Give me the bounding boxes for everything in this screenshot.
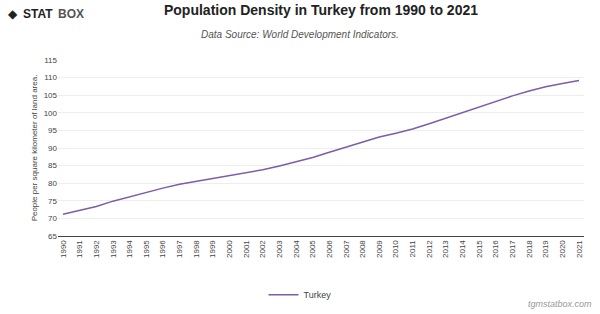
svg-text:2009: 2009 <box>375 240 384 258</box>
svg-text:2008: 2008 <box>358 240 367 258</box>
svg-text:105: 105 <box>44 91 58 100</box>
svg-text:2006: 2006 <box>325 240 334 258</box>
svg-text:1998: 1998 <box>192 240 201 258</box>
svg-text:1991: 1991 <box>75 240 84 258</box>
svg-text:90: 90 <box>48 144 57 153</box>
svg-text:Population Density in Turkey f: Population Density in Turkey from 1990 t… <box>164 2 478 18</box>
svg-text:2004: 2004 <box>292 240 301 258</box>
svg-text:85: 85 <box>48 161 57 170</box>
svg-text:BOX: BOX <box>58 7 84 21</box>
svg-text:2002: 2002 <box>258 240 267 258</box>
svg-text:2007: 2007 <box>342 240 351 258</box>
svg-text:People per square kilometer of: People per square kilometer of land area… <box>30 75 39 222</box>
svg-text:80: 80 <box>48 179 57 188</box>
svg-text:Turkey: Turkey <box>304 290 332 300</box>
svg-text:2011: 2011 <box>408 240 417 258</box>
svg-text:110: 110 <box>44 73 57 82</box>
svg-text:2005: 2005 <box>308 240 317 258</box>
svg-text:2010: 2010 <box>392 240 401 258</box>
svg-text:tgmstatbox.com: tgmstatbox.com <box>528 299 592 309</box>
svg-text:1997: 1997 <box>175 240 184 258</box>
svg-text:2014: 2014 <box>458 240 467 258</box>
svg-text:2001: 2001 <box>242 240 251 258</box>
svg-text:1993: 1993 <box>109 240 118 258</box>
svg-text:70: 70 <box>48 214 57 223</box>
svg-text:1994: 1994 <box>125 240 134 258</box>
svg-text:Data Source: World Development: Data Source: World Development Indicator… <box>201 29 399 40</box>
svg-text:2012: 2012 <box>425 240 434 258</box>
svg-text:1990: 1990 <box>59 240 68 258</box>
svg-text:STAT: STAT <box>23 7 53 21</box>
svg-text:2017: 2017 <box>508 240 517 258</box>
svg-text:2021: 2021 <box>575 240 584 258</box>
svg-text:2020: 2020 <box>558 240 567 258</box>
svg-text:1996: 1996 <box>158 240 167 258</box>
svg-text:2003: 2003 <box>275 240 284 258</box>
svg-text:75: 75 <box>48 197 57 206</box>
svg-text:◆: ◆ <box>8 7 18 21</box>
svg-text:65: 65 <box>48 232 57 241</box>
svg-text:2016: 2016 <box>491 240 500 258</box>
svg-text:2018: 2018 <box>525 240 534 258</box>
svg-text:2000: 2000 <box>225 240 234 258</box>
svg-text:2019: 2019 <box>541 240 550 258</box>
svg-text:115: 115 <box>44 56 57 65</box>
svg-text:1999: 1999 <box>208 240 217 258</box>
svg-text:1995: 1995 <box>142 240 151 258</box>
svg-text:1992: 1992 <box>92 240 101 258</box>
svg-text:2015: 2015 <box>475 240 484 258</box>
svg-text:2013: 2013 <box>441 240 450 258</box>
svg-text:100: 100 <box>44 109 58 118</box>
svg-text:95: 95 <box>48 126 57 135</box>
